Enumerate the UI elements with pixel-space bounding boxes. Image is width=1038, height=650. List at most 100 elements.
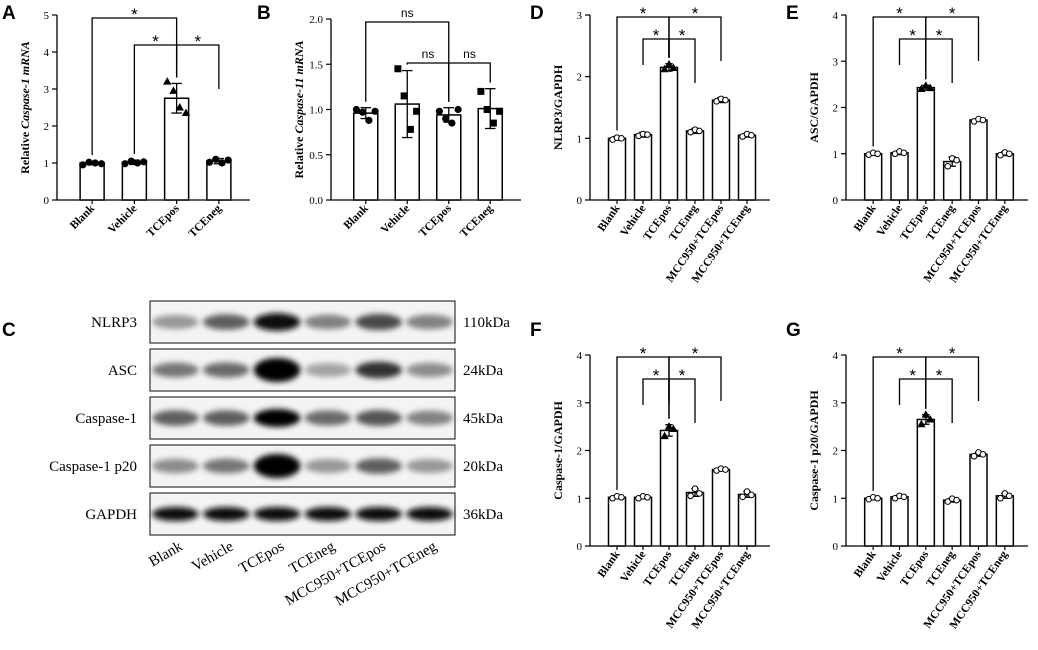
data-point bbox=[175, 103, 184, 111]
bar bbox=[711, 468, 731, 547]
category-label: Blank bbox=[596, 548, 623, 579]
y-tick-label: 0 bbox=[44, 195, 50, 207]
blot-frame bbox=[149, 492, 456, 536]
data-point bbox=[181, 108, 191, 117]
significance-label: ns bbox=[463, 47, 476, 61]
blot-protein-label: NLRP3 bbox=[91, 315, 137, 331]
significance-bracket bbox=[925, 378, 953, 423]
data-point bbox=[435, 107, 443, 115]
data-point bbox=[722, 466, 729, 473]
panel-letter-f: F bbox=[530, 320, 542, 341]
blot-band bbox=[304, 507, 352, 521]
y-tick-label: 4 bbox=[44, 47, 50, 59]
data-point bbox=[371, 107, 379, 115]
data-point bbox=[874, 150, 881, 158]
significance-bracket bbox=[925, 38, 953, 83]
y-tick-label: 0.0 bbox=[309, 195, 323, 207]
blot-band bbox=[355, 410, 403, 426]
bar bbox=[659, 66, 679, 201]
data-point bbox=[394, 65, 402, 73]
significance-bracket bbox=[668, 16, 722, 61]
y-axis-label: ASC/GAPDH bbox=[807, 72, 821, 143]
panel-letter-e: E bbox=[786, 3, 799, 24]
significance-label: * bbox=[194, 32, 201, 51]
bar bbox=[607, 496, 627, 547]
blot-size-label: 110kDa bbox=[463, 315, 510, 331]
significance-label: * bbox=[949, 344, 956, 363]
category-label: TCEneg bbox=[187, 202, 225, 240]
bar bbox=[685, 491, 705, 547]
data-point bbox=[900, 493, 908, 501]
data-point bbox=[953, 156, 960, 164]
bar bbox=[685, 130, 705, 201]
bar bbox=[659, 429, 679, 547]
data-point bbox=[448, 119, 456, 127]
bar bbox=[995, 495, 1015, 547]
y-axis-label: Caspase-1 p20/GAPDH bbox=[807, 390, 821, 511]
blot-row-caspase-1: Caspase-1 45kDa bbox=[75, 396, 503, 440]
y-tick-label: 4 bbox=[833, 10, 839, 22]
blot-size-label: 24kDa bbox=[463, 363, 503, 379]
significance-label: * bbox=[692, 4, 699, 23]
bar bbox=[607, 137, 627, 201]
significance-bracket bbox=[365, 21, 450, 102]
blot-frame bbox=[149, 348, 456, 392]
bar bbox=[436, 114, 462, 201]
data-point bbox=[926, 414, 935, 423]
blot-protein-label: ASC bbox=[108, 363, 137, 379]
bar bbox=[737, 134, 757, 201]
y-tick-label: 1 bbox=[44, 158, 50, 170]
significance-label: * bbox=[131, 5, 138, 24]
category-label: Vehicle bbox=[379, 203, 412, 236]
data-point bbox=[748, 131, 755, 139]
data-point bbox=[696, 490, 703, 497]
panel-letter-a: A bbox=[2, 3, 16, 24]
data-point bbox=[218, 159, 226, 167]
blot-frame bbox=[149, 300, 456, 344]
bar bbox=[863, 153, 883, 201]
significance-label: * bbox=[936, 366, 943, 385]
blot-band bbox=[355, 313, 403, 331]
significance-label: * bbox=[653, 26, 660, 45]
bar bbox=[711, 99, 731, 201]
y-tick-label: 2 bbox=[577, 446, 583, 458]
significance-label: ns bbox=[401, 6, 414, 20]
data-point bbox=[359, 108, 367, 116]
data-point bbox=[85, 158, 93, 166]
data-point bbox=[489, 119, 497, 127]
significance-label: * bbox=[653, 366, 660, 385]
data-point bbox=[79, 161, 87, 169]
y-tick-label: 4 bbox=[577, 350, 583, 362]
bar bbox=[969, 453, 988, 547]
significance-label: * bbox=[679, 366, 686, 385]
bar bbox=[942, 499, 962, 547]
bar bbox=[863, 497, 883, 547]
data-point bbox=[944, 162, 952, 170]
significance-label: * bbox=[152, 32, 159, 51]
bar bbox=[206, 160, 232, 201]
y-tick-label: 2.0 bbox=[309, 14, 323, 26]
y-tick-label: 2 bbox=[44, 121, 50, 133]
data-point bbox=[1005, 150, 1013, 158]
y-tick-label: 0.5 bbox=[309, 150, 323, 162]
blot-band bbox=[202, 458, 250, 474]
chart-panel-a: 0 1 2 3 4 5 Relative Caspase-1 mRNA Blank Vehicl… bbox=[18, 5, 250, 240]
bar bbox=[916, 418, 936, 547]
panel-letter-g: G bbox=[786, 320, 801, 341]
blot-row-asc: ASC 24kDa bbox=[108, 348, 503, 392]
bar bbox=[890, 152, 909, 201]
blot-protein-label: Caspase-1 bbox=[75, 411, 137, 427]
data-point bbox=[660, 431, 669, 440]
chart-panel-d: 0123NLRP3/GAPDHBlankVehicleTCEposTCEnegM… bbox=[551, 4, 770, 285]
data-point bbox=[205, 158, 214, 166]
y-axis-label: Relative Caspase-11 mRNA bbox=[292, 41, 306, 179]
data-point bbox=[900, 149, 908, 157]
blot-size-label: 20kDa bbox=[463, 459, 503, 475]
significance-label: * bbox=[896, 344, 903, 363]
panel-letter-b: B bbox=[257, 3, 271, 24]
data-point bbox=[644, 493, 651, 501]
data-point bbox=[722, 96, 729, 104]
significance-bracket bbox=[668, 378, 696, 423]
blot-band bbox=[152, 362, 199, 378]
